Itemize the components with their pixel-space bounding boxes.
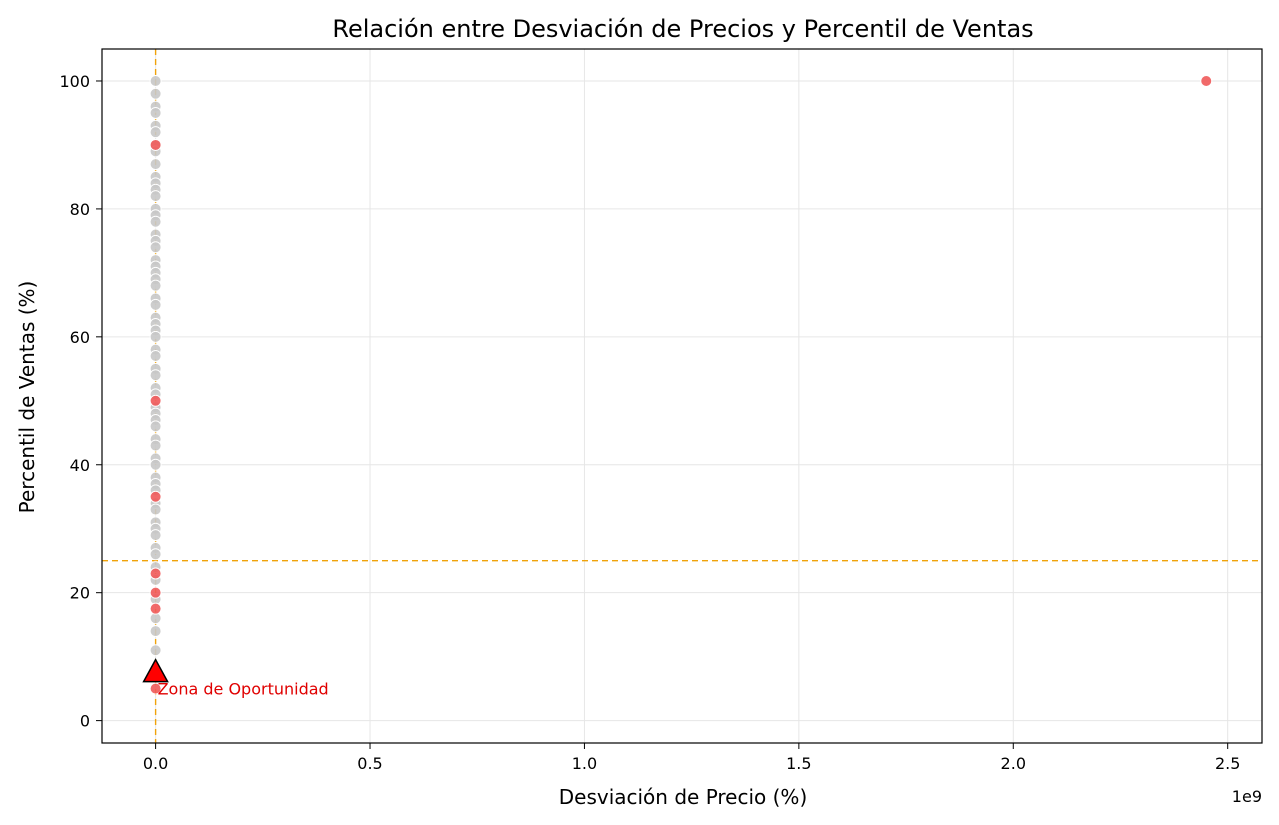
y-axis-ticks: 0 20 40 60 80 100 (59, 72, 102, 731)
x-tick-label: 2.5 (1215, 754, 1240, 773)
highlight-data-point (149, 490, 162, 503)
normal-data-point (149, 350, 162, 363)
normal-data-point (149, 548, 162, 561)
highlight-data-point (149, 682, 162, 695)
annotation-text: Zona de Oportunidad (158, 680, 329, 699)
x-axis-ticks: 0.0 0.5 1.0 1.5 2.0 2.5 (143, 743, 1240, 773)
normal-data-point (149, 439, 162, 452)
normal-data-point (149, 458, 162, 471)
highlight-data-point (149, 567, 162, 580)
normal-data-point (149, 503, 162, 516)
chart-title: Relación entre Desviación de Precios y P… (332, 15, 1033, 43)
reference-lines (102, 49, 1262, 743)
x-tick-label: 1.5 (786, 754, 811, 773)
x-tick-label: 1.0 (572, 754, 597, 773)
normal-data-point (149, 158, 162, 171)
y-tick-label: 60 (70, 328, 90, 347)
highlight-data-point (149, 394, 162, 407)
x-axis-label: Desviación de Precio (%) (559, 785, 808, 809)
highlight-data-point (1200, 74, 1213, 87)
y-tick-label: 20 (70, 584, 90, 603)
y-tick-label: 100 (59, 72, 90, 91)
y-tick-label: 40 (70, 456, 90, 475)
x-tick-label: 0.5 (357, 754, 382, 773)
annotation-group: Zona de Oportunidad (142, 658, 329, 699)
data-points (149, 74, 1213, 695)
normal-data-point (149, 241, 162, 254)
y-tick-label: 80 (70, 200, 90, 219)
normal-data-point (149, 369, 162, 382)
normal-data-point (149, 279, 162, 292)
y-axis-label: Percentil de Ventas (%) (15, 281, 39, 514)
normal-data-point (149, 625, 162, 638)
x-tick-label: 0.0 (143, 754, 168, 773)
normal-data-point (149, 644, 162, 657)
normal-data-point (149, 126, 162, 139)
normal-data-point (149, 420, 162, 433)
highlight-data-point (149, 586, 162, 599)
normal-data-point (149, 74, 162, 87)
normal-data-point (149, 190, 162, 203)
y-tick-label: 0 (80, 712, 90, 731)
normal-data-point (149, 106, 162, 119)
highlight-data-point (149, 602, 162, 615)
normal-data-point (149, 529, 162, 542)
annotation-arrow-marker (142, 658, 169, 683)
normal-data-point (149, 298, 162, 311)
x-tick-label: 2.0 (1001, 754, 1026, 773)
grid-lines (102, 49, 1262, 743)
highlight-data-point (149, 138, 162, 151)
plot-frame (101, 48, 1263, 744)
normal-data-point (149, 215, 162, 228)
normal-data-point (149, 87, 162, 100)
x-axis-offset-label: 1e9 (1232, 787, 1262, 806)
normal-data-point (149, 330, 162, 343)
